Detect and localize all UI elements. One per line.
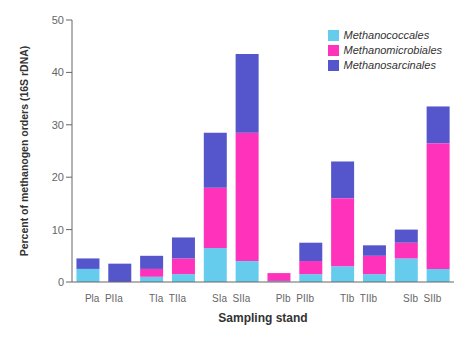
svg-text:PIb PIIb: PIb PIIb [276,293,315,304]
svg-text:TIa TIIa: TIa TIIa [149,293,186,304]
html-text:Methanomicrobiales: Methanomicrobiales [343,44,442,56]
svg-text:40: 40 [52,66,64,78]
svg-text:0: 0 [58,276,64,288]
svg-text:SIa SIIa: SIa SIIa [212,293,251,304]
svg-text:30: 30 [52,119,64,131]
svg-text:Sampling stand: Sampling stand [218,311,307,325]
html-text:Methanococcales: Methanococcales [343,29,430,41]
svg-text:TIb TIIb: TIb TIIb [340,293,377,304]
svg-text:Percent of methanogen orders (: Percent of methanogen orders (16S rDNA) [18,46,30,257]
svg-text:50: 50 [52,14,64,26]
svg-text:SIb SIIb: SIb SIIb [403,293,442,304]
svg-text:20: 20 [52,171,64,183]
svg-text:10: 10 [52,224,64,236]
svg-text:Pla PIIa: Pla PIIa [85,293,123,304]
html-text:Methanosarcinales: Methanosarcinales [343,59,436,71]
